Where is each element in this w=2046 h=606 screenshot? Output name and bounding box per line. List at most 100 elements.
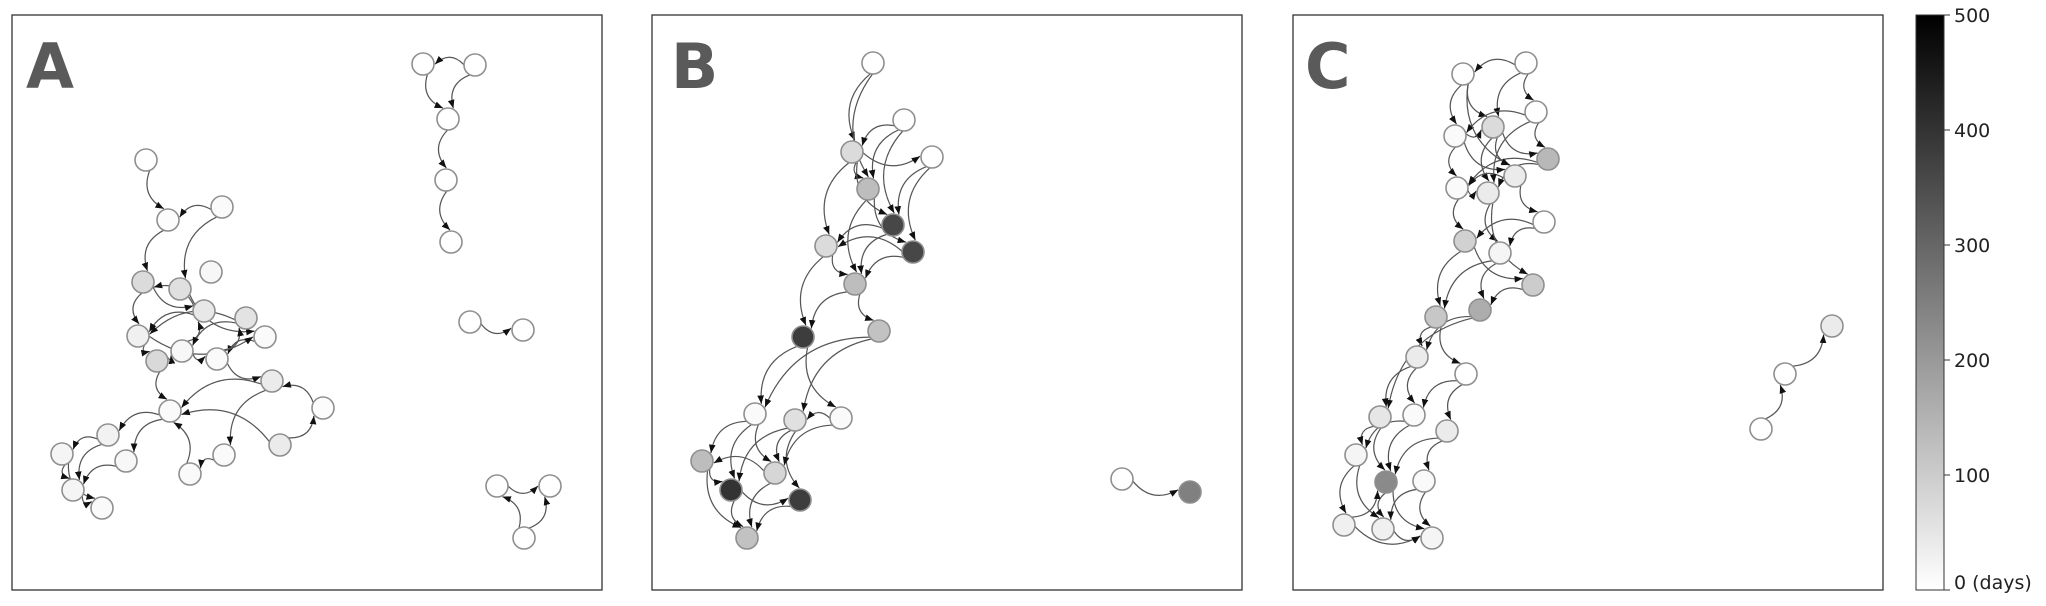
edge-b1-b4 [848,73,871,141]
node-b18 [788,488,812,512]
node-a25 [411,52,435,76]
node-b14 [829,406,853,430]
node-c13 [1521,273,1545,297]
node-a3 [210,195,234,219]
panel-a-label: A [26,30,74,103]
edge-b14-b13 [806,410,831,420]
node-c6 [1536,147,1560,171]
edge-a2-a5 [141,229,165,272]
node-b19 [735,526,759,550]
edge-c17-c20 [1444,383,1463,420]
edge-a19-a23 [82,464,117,485]
node-c3 [1524,100,1548,124]
node-b11 [867,319,891,343]
colorbar-tick-label: 200 [1954,350,1990,372]
node-b15 [690,449,714,473]
edge-a16-a17 [118,411,160,431]
edge-b13-b16 [772,429,792,463]
node-c11 [1453,229,1477,253]
edge-b16-b15 [713,455,765,472]
node-c14 [1424,305,1448,329]
node-a26 [463,53,487,77]
edge-a15-a14 [282,381,314,404]
edge-c19-c22 [1385,424,1411,472]
edge-c20-c22 [1393,437,1439,475]
panel-b-label: B [671,30,718,103]
node-b7 [901,240,925,264]
edge-a5-a10 [131,292,143,325]
edge-b12-b15 [708,420,747,454]
node-a4 [199,260,223,284]
edge-c4-c7 [1463,141,1506,174]
node-b8 [814,234,838,258]
colorbar-tick-label: 300 [1954,235,1990,257]
node-b4 [840,140,864,164]
edge-a22-a16 [173,421,191,464]
edge-a1-a2 [146,170,165,210]
edge-c2-c5 [1493,72,1522,117]
edge-a26-a25 [434,55,465,66]
edge-b18-b19 [755,505,792,532]
node-b2 [892,108,916,132]
panel-a-frame [11,14,603,591]
node-b9 [843,272,867,296]
edge-c21-c24 [1338,465,1355,514]
edge-c29-c28 [1765,384,1787,420]
edge-c4-c8 [1448,146,1457,177]
edge-b12-b16 [754,424,772,463]
node-a12 [145,349,169,373]
edge-b15-b17 [708,468,723,486]
node-c4 [1443,124,1467,148]
edge-a11-a13 [192,353,206,365]
node-a10 [126,324,150,348]
edge-b4-b5 [853,161,864,180]
node-c27 [1820,314,1844,338]
node-c26 [1420,526,1444,550]
edge-c24-c22 [1351,490,1381,518]
edge-c23-c25 [1387,488,1417,520]
edge-a21-a15 [288,415,317,439]
edge-a17-a23 [74,443,103,480]
node-a15 [311,396,335,420]
edge-c11-c14 [1434,250,1462,306]
edge-a25-a27 [425,73,444,109]
node-c18 [1368,405,1392,429]
node-a1 [134,148,158,172]
node-a22 [178,462,202,486]
node-a14 [260,369,284,393]
edge-a20-a22 [198,458,215,469]
edge-c1-c4 [1449,84,1462,125]
edge-a16-a19 [130,418,163,452]
edge-a28-a29 [439,190,451,231]
edge-b8-b10 [799,256,824,326]
node-a19 [114,449,138,473]
edge-c12-c14 [1442,260,1493,309]
edge-b3-b6 [894,165,927,215]
edge-a12-a16 [155,371,168,400]
edge-a27-a28 [437,129,449,169]
edge-c3-c9 [1489,120,1531,183]
panel-b-nodes [690,51,1202,550]
edge-a5-a7 [152,286,194,312]
edge-b5-b9 [847,199,867,273]
edge-c20-c23 [1423,440,1443,471]
edge-c18-c21 [1356,425,1375,446]
node-a28 [434,168,458,192]
edge-a6-a9 [189,294,255,336]
edge-a30-a31 [480,323,512,336]
node-c20 [1435,419,1459,443]
node-c24 [1332,513,1356,537]
node-b16 [763,461,787,485]
node-a8 [234,306,258,330]
edge-b10-b14 [805,346,837,408]
edge-c25-c26 [1393,530,1421,544]
edge-a34-a32 [502,496,521,529]
colorbar-tick-label: 500 [1954,5,1990,27]
edge-b17-b19 [730,500,744,528]
edge-b4-b8 [823,162,850,235]
edge-b4-b3 [862,152,921,167]
colorbar-ticks: 500 400 300 200 100 0 (days) [1944,5,2032,594]
node-a18 [50,442,74,466]
node-c21 [1344,443,1368,467]
node-c12 [1488,241,1512,265]
